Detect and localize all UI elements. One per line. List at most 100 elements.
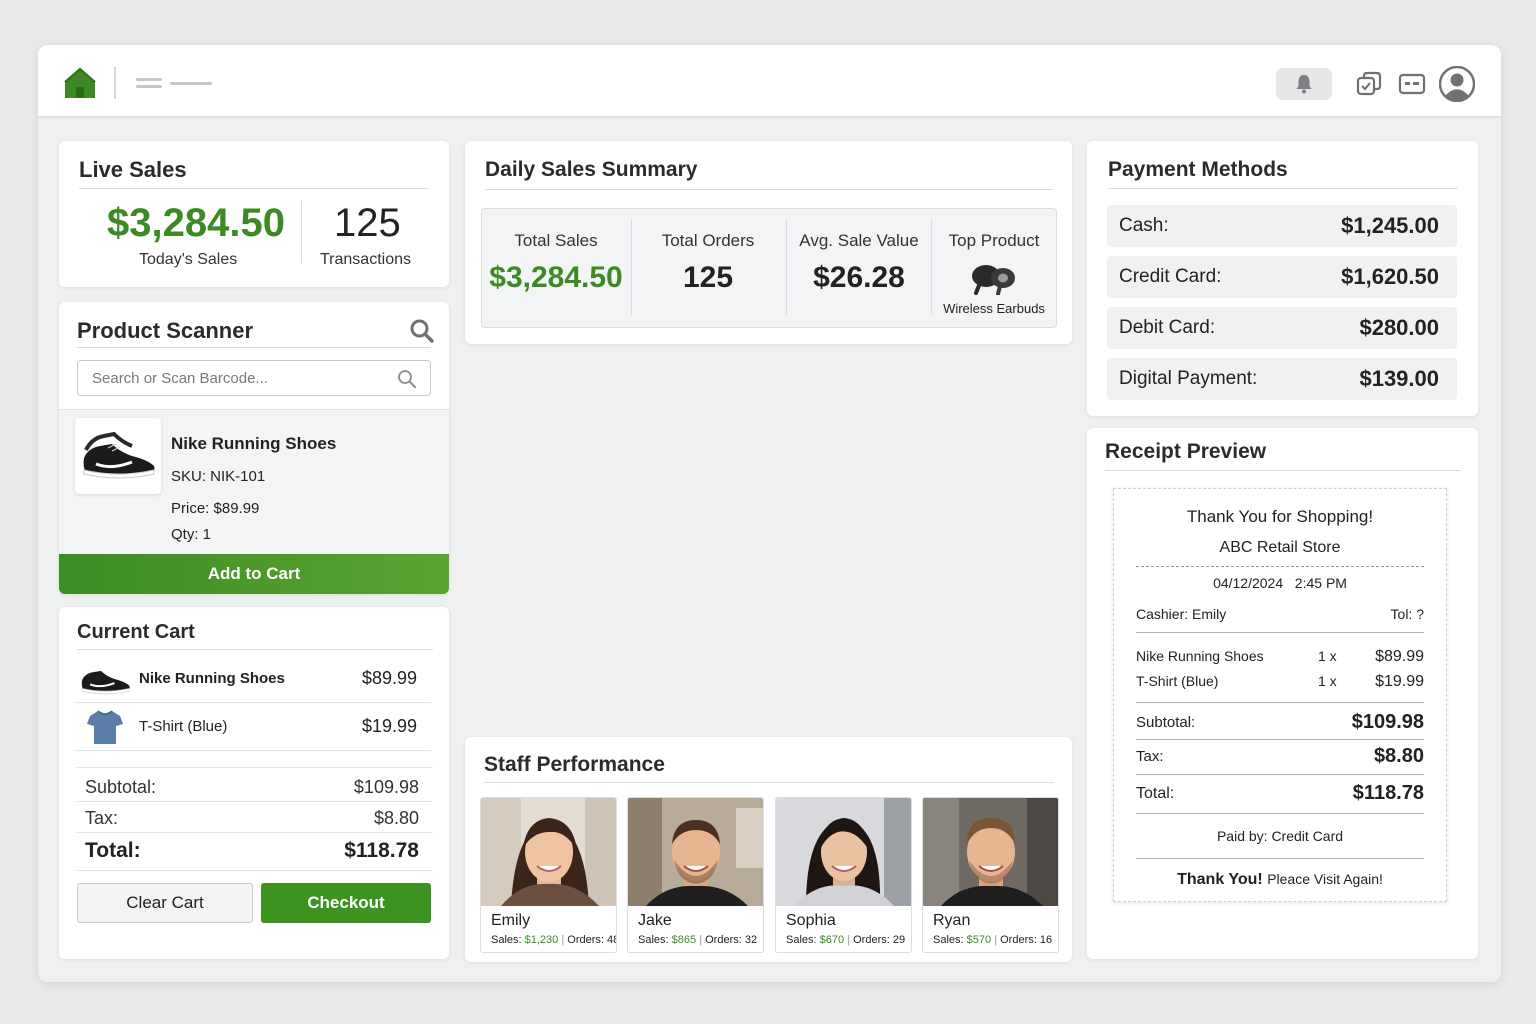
live-sales-title: Live Sales — [79, 157, 187, 182]
top-bar — [38, 45, 1501, 117]
sales-label: Sales: — [491, 934, 522, 946]
copy-icon — [1356, 71, 1382, 96]
staff-card-emily[interactable]: Emily Sales: $1,230 | Orders: 48 — [480, 797, 617, 953]
receipt-subtotal-row: Subtotal: $109.98 — [1136, 711, 1424, 734]
transactions-label: Transactions — [320, 251, 411, 268]
card-divider — [77, 649, 433, 650]
card-button[interactable] — [1397, 69, 1427, 99]
todays-sales-label: Today's Sales — [139, 251, 238, 268]
stat-divider — [931, 219, 932, 315]
avg-sale-label: Avg. Sale Value — [799, 231, 919, 250]
payment-label: Credit Card: — [1119, 266, 1222, 287]
total-label: Total: — [85, 839, 141, 862]
earbuds-icon — [972, 265, 1015, 295]
staff-card-sophia[interactable]: Sophia Sales: $670 | Orders: 29 — [775, 797, 912, 953]
receipt-divider — [1136, 813, 1424, 814]
cart-item-name: T-Shirt (Blue) — [139, 718, 228, 735]
clear-cart-button[interactable]: Clear Cart — [77, 883, 253, 923]
staff-stats: Sales: $1,230 | Orders: 48 — [491, 934, 617, 946]
payment-label: Cash: — [1119, 215, 1169, 236]
total-orders-label: Total Orders — [661, 231, 755, 250]
receipt-divider — [1136, 632, 1424, 633]
product-name: Nike Running Shoes — [171, 434, 337, 453]
search-icon[interactable] — [409, 318, 435, 344]
receipt-item-name: T-Shirt (Blue) — [1136, 673, 1219, 689]
copy-button[interactable] — [1354, 69, 1384, 99]
receipt-divider — [1136, 566, 1424, 567]
staff-card-jake[interactable]: Jake Sales: $865 | Orders: 32 — [627, 797, 764, 953]
card-divider — [79, 188, 429, 189]
staff-stats: Sales: $865 | Orders: 32 — [638, 934, 758, 946]
current-cart-title: Current Cart — [77, 621, 195, 643]
staff-stats: Sales: $670 | Orders: 29 — [786, 934, 906, 946]
receipt-datetime: 04/12/2024 2:45 PM — [1213, 575, 1347, 591]
topbar-divider — [114, 67, 116, 99]
cart-item-image — [75, 705, 135, 749]
card-divider — [1108, 188, 1458, 189]
cart-divider — [77, 870, 433, 871]
user-avatar-icon[interactable] — [1439, 66, 1475, 102]
home-icon[interactable] — [62, 65, 98, 101]
todays-sales-value: $3,284.50 — [107, 201, 285, 245]
receipt-total-row: Total: $118.78 — [1136, 782, 1424, 805]
payment-label: Debit Card: — [1119, 317, 1216, 338]
staff-name: Sophia — [786, 912, 836, 929]
staff-card-ryan[interactable]: Ryan Sales: $570 | Orders: 16 — [922, 797, 1059, 953]
add-to-cart-button[interactable]: Add to Cart — [59, 554, 449, 594]
sales-value: $570 — [966, 934, 992, 946]
orders-value: Orders: 32 — [705, 934, 758, 946]
receipt-preview-card: Receipt Preview Thank You for Shopping! … — [1087, 428, 1478, 959]
daily-sales-summary-title: Daily Sales Summary — [485, 158, 698, 181]
shoe-icon — [81, 670, 130, 694]
payment-value: $139.00 — [1359, 366, 1439, 391]
cart-item[interactable]: Nike Running Shoes $89.99 — [75, 655, 431, 703]
top-product-stat: Top Product Wireless Earbuds — [932, 209, 1056, 327]
orders-value: Orders: 29 — [853, 934, 906, 946]
barcode-search-input[interactable] — [77, 360, 431, 396]
cart-subtotal-row: Subtotal: $109.98 — [85, 777, 419, 798]
receipt-cashier-row: Cashier: Emily Tol: ? — [1136, 606, 1424, 622]
top-product-label: Top Product — [948, 231, 1040, 250]
orders-value: Orders: 48 — [567, 934, 617, 946]
receipt-tol: Tol: ? — [1390, 606, 1424, 622]
receipt-item-price: $89.99 — [1375, 648, 1424, 665]
cart-tax-row: Tax: $8.80 — [85, 808, 419, 829]
tax-value: $8.80 — [373, 808, 419, 828]
product-sku: SKU: NIK-101 — [171, 468, 266, 485]
receipt-tax-value: $8.80 — [1373, 745, 1424, 767]
sales-label: Sales: — [638, 934, 669, 946]
shoe-icon — [83, 431, 155, 479]
staff-stats: Sales: $570 | Orders: 16 — [933, 934, 1053, 946]
receipt-divider — [1136, 774, 1424, 775]
product-scanner-card: Product Scanner Nike Running Shoe — [59, 302, 449, 594]
cart-item-name: Nike Running Shoes — [139, 670, 285, 687]
product-image — [75, 418, 161, 494]
tax-label: Tax: — [85, 808, 119, 828]
cart-total-row: Total: $118.78 — [85, 839, 419, 863]
checkout-button[interactable]: Checkout — [261, 883, 431, 923]
receipt-divider — [1136, 739, 1424, 740]
notifications-button[interactable] — [1276, 68, 1332, 100]
cart-divider — [77, 832, 433, 833]
scanned-product: Nike Running Shoes SKU: NIK-101 Price: $… — [59, 409, 449, 554]
cart-item[interactable]: T-Shirt (Blue) $19.99 — [75, 703, 431, 751]
staff-name: Jake — [638, 912, 672, 929]
receipt-subtotal-label: Subtotal: — [1136, 714, 1196, 731]
orders-value: Orders: 16 — [1000, 934, 1053, 946]
total-orders-value: 125 — [682, 261, 734, 294]
search-icon[interactable] — [397, 369, 417, 389]
menu-icon[interactable] — [136, 75, 216, 91]
receipt-item: Nike Running Shoes 1 x $89.99 — [1136, 648, 1424, 666]
card-divider — [485, 189, 1053, 190]
live-sales-card: Live Sales $3,284.50 Today's Sales 125 T… — [59, 141, 449, 287]
product-price: Price: $89.99 — [171, 500, 260, 517]
staff-photo-sophia — [776, 798, 911, 906]
payment-methods-title: Payment Methods — [1108, 158, 1288, 181]
receipt-item-price: $19.99 — [1375, 673, 1424, 690]
cart-item-price: $19.99 — [361, 716, 417, 736]
payment-row-credit-card: Credit Card: $1,620.50 — [1107, 256, 1457, 298]
staff-name: Ryan — [933, 912, 971, 929]
total-sales-label: Total Sales — [514, 231, 598, 250]
receipt-store: ABC Retail Store — [1219, 539, 1341, 556]
receipt-subtotal-value: $109.98 — [1351, 711, 1424, 733]
